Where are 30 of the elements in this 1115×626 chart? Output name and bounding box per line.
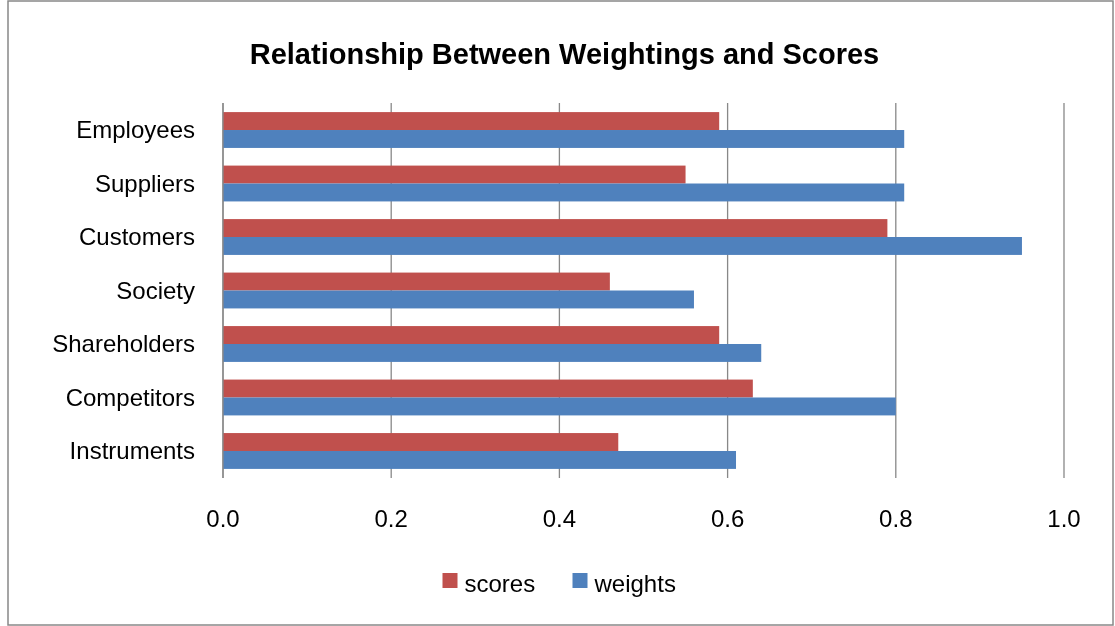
legend-label: weights [593,570,676,598]
chart-title: Relationship Between Weightings and Scores [249,38,880,70]
bar [223,379,753,398]
bar [223,237,1022,255]
bar [223,326,720,344]
bar [223,397,896,416]
x-tick-label: 0.4 [542,505,577,532]
x-tick-label: 0.2 [374,505,408,532]
bar [223,344,762,362]
y-tick-label: Customers [78,223,195,251]
bar [223,290,694,309]
bar [223,219,888,237]
x-tick-label: 1.0 [1047,505,1081,532]
bar [223,450,737,469]
y-tick-label: Shareholders [52,330,195,358]
y-tick-label: Society [116,276,195,304]
bar [223,183,905,202]
legend-label: scores [464,570,536,598]
bar [223,272,610,291]
y-tick-label: Competitors [65,383,195,411]
bar [223,433,619,451]
y-tick-label: Employees [76,116,195,144]
y-tick-label: Instruments [69,437,195,465]
bar [223,165,686,184]
x-tick-label: 0.0 [206,505,240,532]
x-tick-label: 0.8 [879,505,913,532]
x-tick-label: 0.6 [710,505,745,532]
bar [223,130,905,148]
y-tick-label: Suppliers [94,169,195,197]
bar [223,112,720,131]
